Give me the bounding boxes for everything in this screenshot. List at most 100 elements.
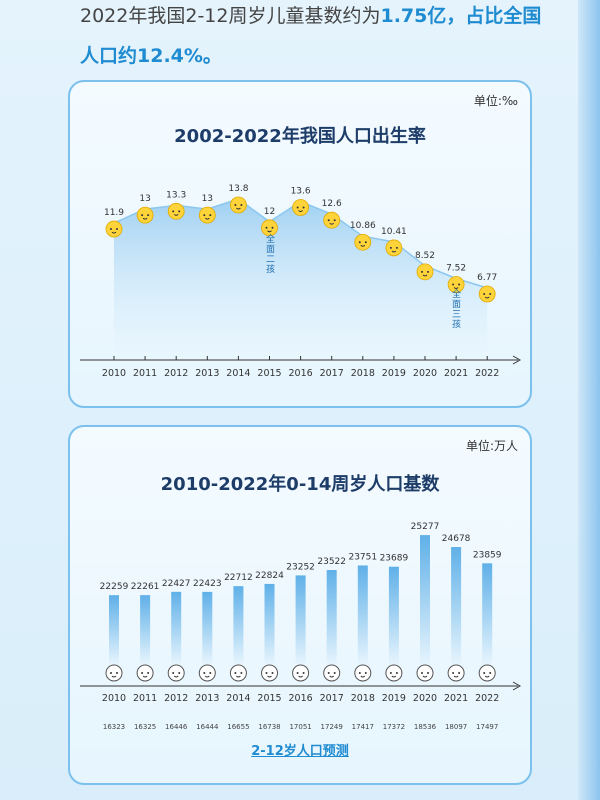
data-label: 22824	[255, 571, 284, 581]
baby-icon	[261, 219, 278, 237]
baby-icon	[323, 664, 341, 682]
baby-icon	[323, 211, 341, 229]
birth-rate-card: 单位:‰ 2002-2022年我国人口出生率 11.9 2010 13 2011 13.…	[68, 80, 532, 408]
tick-label: 2020	[413, 368, 437, 379]
data-label: 22712	[224, 573, 253, 583]
data-label: 22261	[131, 582, 160, 592]
tick-label: 2012	[164, 368, 188, 379]
data-label: 25277	[411, 522, 440, 532]
tick-label: 2010	[102, 368, 126, 379]
population-card: 单位:万人 2010-2022年0-14周岁人口基数 22259 2010 1632…	[68, 425, 532, 785]
baby-icon	[292, 664, 310, 682]
data-label: 22259	[100, 582, 129, 592]
tick-label: 2012	[164, 693, 188, 704]
secondary-value: 16323	[103, 723, 125, 731]
baby-icon	[229, 196, 247, 214]
tick-label: 2020	[413, 693, 437, 704]
intro-highlight: 1.75亿，占比全国人口约12.4%。	[80, 5, 542, 67]
baby-icon	[385, 239, 403, 257]
intro-plain: 2022年我国2-12周岁儿童基数约为	[80, 5, 381, 27]
baby-icon	[478, 285, 496, 303]
data-label: 23859	[473, 550, 502, 560]
baby-icon	[136, 206, 154, 224]
secondary-value: 16444	[196, 723, 219, 731]
data-label: 24678	[442, 534, 471, 544]
secondary-value: 16446	[165, 723, 188, 731]
bar	[140, 595, 151, 664]
tick-label: 2019	[382, 693, 406, 704]
data-label: 13	[139, 194, 150, 204]
baby-icon	[354, 664, 372, 682]
baby-icon	[292, 199, 310, 216]
data-label: 6.77	[477, 273, 497, 283]
baby-icon	[447, 276, 465, 293]
tick-label: 2022	[475, 368, 499, 379]
secondary-value: 17417	[352, 723, 374, 731]
baby-icon	[416, 263, 434, 281]
data-label: 13	[202, 194, 213, 204]
tick-label: 2015	[257, 368, 281, 379]
baby-icon	[385, 664, 403, 682]
baby-icon	[478, 664, 496, 682]
secondary-value: 17497	[476, 723, 498, 731]
baby-icon	[167, 202, 185, 220]
tick-label: 2013	[195, 693, 219, 704]
unit-label: 单位:‰	[473, 94, 518, 108]
bar	[264, 583, 275, 664]
data-label: 8.52	[415, 251, 435, 261]
secondary-value: 16655	[227, 723, 249, 731]
data-label: 22427	[162, 579, 191, 589]
baby-icon	[105, 664, 123, 682]
bar	[326, 570, 337, 664]
data-label: 23689	[380, 554, 409, 564]
baby-icon	[105, 220, 123, 238]
baby-icon	[167, 664, 185, 682]
data-label: 12	[264, 207, 275, 217]
baby-icon	[198, 206, 216, 224]
tick-label: 2010	[102, 693, 126, 704]
bar	[388, 566, 399, 664]
intro-text: 2022年我国2-12周岁儿童基数约为1.75亿，占比全国人口约12.4%。	[80, 0, 560, 76]
data-label: 11.9	[104, 208, 124, 218]
axis-arrow	[512, 681, 522, 691]
annotation-second-child-policy: 全面二孩	[264, 234, 274, 274]
data-label: 10.86	[350, 221, 376, 231]
secondary-value: 17051	[289, 723, 311, 731]
tick-label: 2017	[320, 368, 344, 379]
bar	[451, 547, 462, 664]
tick-label: 2011	[133, 368, 157, 379]
tick-label: 2015	[257, 693, 281, 704]
tick-label: 2016	[289, 693, 313, 704]
baby-icon	[229, 664, 247, 682]
axis-arrow	[512, 355, 522, 365]
secondary-value: 16738	[258, 723, 280, 731]
baby-icon	[354, 233, 372, 251]
tick-label: 2018	[351, 368, 375, 379]
birth-rate-chart: 11.9 2010 13 2011 13.3 2012 13 2013 13.8 2014 12 20…	[80, 184, 522, 379]
baby-icon	[198, 664, 216, 682]
tick-label: 2021	[444, 368, 468, 379]
data-label: 23751	[348, 552, 377, 562]
data-label: 13.6	[291, 187, 311, 197]
tick-label: 2018	[351, 693, 375, 704]
tick-label: 2022	[475, 693, 499, 704]
secondary-value: 18536	[414, 723, 437, 731]
tick-label: 2011	[133, 693, 157, 704]
area-fill	[114, 199, 488, 360]
data-label: 12.6	[322, 199, 342, 209]
secondary-value: 16325	[134, 723, 156, 731]
tick-label: 2013	[195, 368, 219, 379]
bar	[357, 565, 368, 664]
bar	[482, 563, 493, 664]
tick-label: 2014	[226, 368, 250, 379]
unit-label: 单位:万人	[465, 439, 518, 453]
data-label: 10.41	[381, 227, 407, 237]
secondary-value: 17249	[321, 723, 343, 731]
secondary-value: 18097	[445, 723, 467, 731]
baby-icon	[261, 664, 278, 682]
bar	[171, 591, 182, 664]
forecast-link[interactable]: 2-12岁人口预测	[251, 744, 349, 759]
bar	[420, 535, 430, 664]
data-label: 22423	[193, 579, 222, 589]
bar	[295, 575, 306, 664]
